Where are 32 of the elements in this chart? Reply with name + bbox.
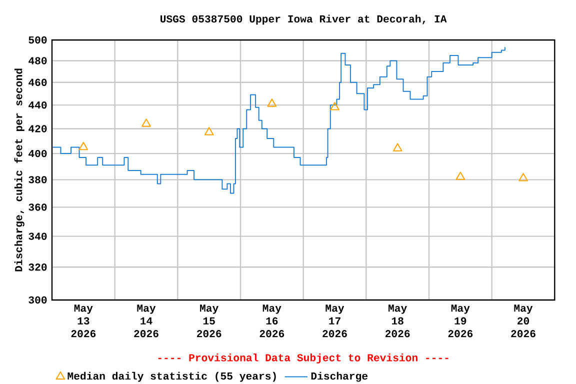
y-tick-label: 340 xyxy=(28,232,47,240)
y-tick-label: 380 xyxy=(28,176,47,184)
x-tick-label: May 15 2026 xyxy=(196,304,222,338)
y-tick-label: 400 xyxy=(28,150,47,158)
point xyxy=(330,102,340,110)
text: ---- Provisional Data Subject to Revision ---- xyxy=(158,354,448,364)
y-tick-label: 440 xyxy=(28,101,47,109)
x-tick-label: May 16 2026 xyxy=(260,304,284,338)
y-tick-label: 360 xyxy=(28,204,47,211)
legend-label: Discharge xyxy=(311,372,368,382)
x-tick-label: May 13 2026 xyxy=(71,304,96,338)
point xyxy=(267,98,277,107)
chart-title: USGS 05387500 Upper Iowa River at Decorah, IA xyxy=(160,14,447,25)
y-tick-label: 420 xyxy=(28,125,47,132)
point xyxy=(456,172,466,180)
y-tick-label: 500 xyxy=(28,36,47,44)
point xyxy=(392,143,402,152)
point xyxy=(78,142,88,150)
point xyxy=(518,173,528,182)
y-tick-label: 320 xyxy=(28,264,47,271)
x-tick-label: May 17 2026 xyxy=(322,304,347,338)
point xyxy=(204,127,214,136)
y-tick-label: 460 xyxy=(28,78,47,86)
x-tick-label: May 18 2026 xyxy=(385,304,410,338)
x-tick-label: May 19 2026 xyxy=(448,304,473,338)
legend-label: Median daily statistic (55 years) xyxy=(68,372,276,382)
x-tick-label: May 20 2026 xyxy=(511,304,536,338)
y-tick-label: 480 xyxy=(28,57,47,64)
point xyxy=(142,118,151,127)
x-tick-label: May 14 2026 xyxy=(134,304,158,338)
y-axis-title: Discharge, cubic feet per second xyxy=(14,68,24,272)
y-tick-label: 300 xyxy=(28,296,47,304)
